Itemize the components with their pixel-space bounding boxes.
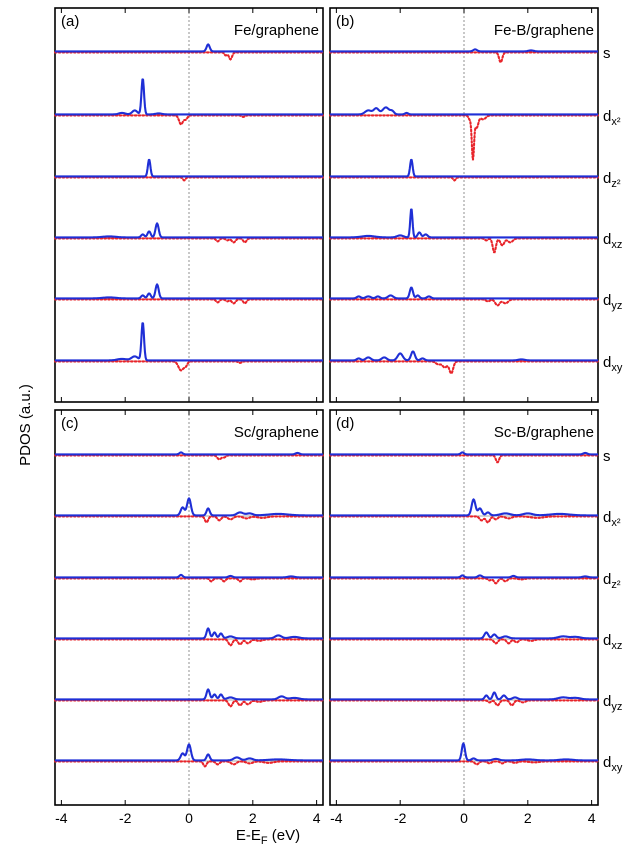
orbital-label: dyz — [603, 693, 622, 713]
spin-up-curve-s — [329, 48, 599, 53]
spin-down-curve-dx² — [53, 114, 325, 126]
spin-up-curve-dxz — [329, 631, 599, 640]
x-axis-label: E-EF (eV) — [236, 827, 300, 847]
spin-up-curve-dxz — [329, 208, 599, 239]
orbital-label: dz² — [603, 170, 621, 190]
spin-up-curve-dx² — [54, 78, 324, 116]
orbital-label-subscript: xz — [611, 239, 622, 251]
orbital-label-subscript: yz — [611, 701, 622, 713]
orbital-label: dx² — [603, 108, 621, 128]
orbital-label-subscript: x² — [611, 517, 621, 529]
orbital-label-subscript: z² — [611, 579, 621, 591]
orbital-label: s — [603, 448, 611, 465]
orbital-label: dxz — [603, 632, 622, 652]
spin-up-curve-dz² — [329, 158, 599, 178]
orbital-label: dz² — [603, 571, 621, 591]
x-axis-label-subscript: F — [261, 835, 268, 847]
x-tick-label: -2 — [394, 810, 407, 826]
spin-up-curve-dxy — [54, 743, 324, 762]
spin-up-curve-dyz — [54, 283, 324, 300]
x-tick-label: 4 — [313, 810, 321, 826]
y-axis-label: PDOS (a.u.) — [17, 384, 34, 466]
orbital-label-base: s — [603, 45, 611, 62]
spin-up-curve-dyz — [329, 691, 599, 701]
spin-up-curve-dx² — [329, 106, 599, 116]
orbital-label-subscript: xy — [611, 762, 623, 774]
panel-label: (a) — [61, 13, 79, 30]
panel-label: (d) — [336, 415, 354, 432]
orbital-label: dxy — [603, 754, 623, 774]
x-tick-label: 2 — [249, 810, 257, 826]
panel-a: (a) Fe/graphene — [53, 7, 325, 403]
spin-up-curve-dx² — [329, 498, 599, 517]
spin-up-curve-dyz — [329, 286, 599, 300]
orbital-label: s — [603, 45, 611, 62]
orbital-label-base: d — [603, 571, 611, 588]
orbital-label-base: d — [603, 354, 611, 371]
orbital-label: dyz — [603, 292, 622, 312]
spin-up-curve-dxy — [54, 322, 324, 362]
spin-up-curve-dxy — [329, 742, 599, 762]
orbital-label-subscript: x² — [611, 116, 621, 128]
orbital-label-base: d — [603, 754, 611, 771]
orbital-label-base: d — [603, 170, 611, 187]
orbital-label-base: d — [603, 632, 611, 649]
x-tick-label: -2 — [119, 810, 132, 826]
orbital-label: dx² — [603, 509, 621, 529]
panel-b: (b) Fe-B/graphene — [328, 7, 600, 403]
spin-up-curve-dz² — [54, 158, 324, 178]
orbital-label-base: d — [603, 509, 611, 526]
spin-down-curve-dxy — [328, 360, 600, 375]
spin-up-curve-dz² — [54, 573, 324, 579]
spin-up-curve-s — [329, 451, 599, 456]
x-axis-label-unit: (eV) — [268, 827, 301, 844]
panels-group: (a) Fe/graphene (b) Fe-B/graphene -4 -2 0 2 4 (c)… — [53, 7, 600, 826]
spin-up-curve-s — [54, 451, 324, 456]
orbital-label-base: d — [603, 231, 611, 248]
panel-title: Sc-B/graphene — [494, 424, 594, 441]
spin-up-curve-dxz — [54, 627, 324, 640]
spin-down-curve-dz² — [328, 176, 600, 182]
x-tick-label: 2 — [524, 810, 532, 826]
panel-title: Sc/graphene — [234, 424, 319, 441]
orbital-label-base: d — [603, 292, 611, 309]
spin-up-curve-s — [54, 43, 324, 53]
panel-d: -4 -2 0 2 4 (d) Sc-B/graphene — [328, 409, 600, 826]
spin-up-curve-dxy — [329, 350, 599, 362]
orbital-label-base: d — [603, 108, 611, 125]
orbital-label-subscript: yz — [611, 300, 622, 312]
orbital-label-subscript: xy — [611, 362, 623, 374]
orbital-label-subscript: xz — [611, 640, 622, 652]
spin-up-curve-dx² — [54, 497, 324, 517]
x-tick-label: 0 — [460, 810, 468, 826]
spin-up-curve-dz² — [329, 574, 599, 579]
orbital-label-base: d — [603, 693, 611, 710]
spin-down-curve-dz² — [53, 176, 325, 182]
panel-title: Fe/graphene — [234, 22, 319, 39]
panel-label: (c) — [61, 415, 79, 432]
spin-up-curve-dxz — [54, 222, 324, 239]
orbital-label: dxz — [603, 231, 622, 251]
orbital-label-subscript: z² — [611, 178, 621, 190]
x-tick-label: -4 — [330, 810, 343, 826]
panel-label: (b) — [336, 13, 354, 30]
x-axis-label-main: E-E — [236, 827, 261, 844]
panel-title: Fe-B/graphene — [494, 22, 594, 39]
spin-down-curve-s — [53, 51, 325, 61]
spin-up-curve-dyz — [54, 688, 324, 701]
x-tick-label: 4 — [588, 810, 596, 826]
x-tick-label: 0 — [185, 810, 193, 826]
orbital-label: dxy — [603, 354, 623, 374]
orbital-label-base: s — [603, 448, 611, 465]
x-tick-label: -4 — [55, 810, 68, 826]
panel-c: -4 -2 0 2 4 (c) Sc/graphene — [53, 409, 325, 826]
